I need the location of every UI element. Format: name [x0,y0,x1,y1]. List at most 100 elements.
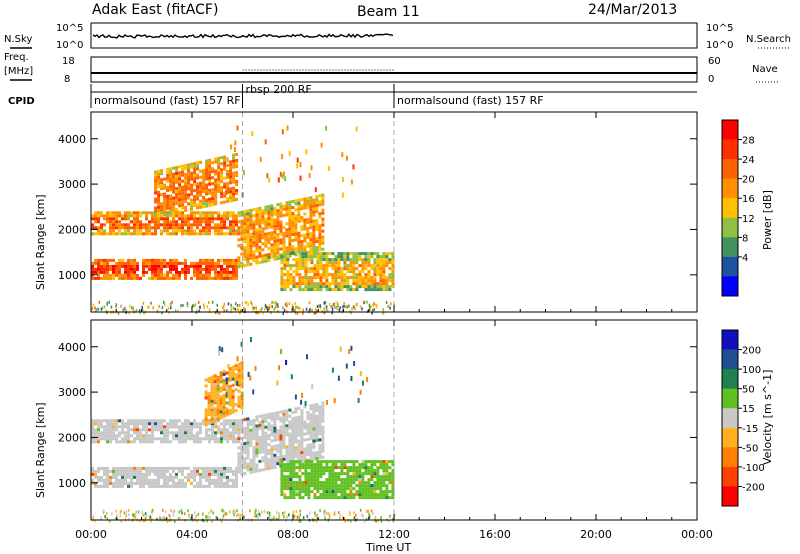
data-cell [294,253,298,257]
data-cell [294,440,298,444]
data-cell [202,475,205,479]
data-cell [325,487,329,491]
data-cell [309,220,313,224]
data-cell [252,232,256,236]
data-cell [391,493,395,497]
data-cell [225,401,229,405]
data-cell [364,472,368,476]
data-cell [223,270,226,274]
data-cell [240,454,244,458]
data-cell [235,258,238,262]
data-cell [364,255,368,259]
data-cell [252,235,256,239]
data-cell [133,229,136,233]
data-cell [229,437,232,441]
data-cell [255,436,259,440]
data-cell [249,434,253,438]
data-cell [193,165,197,169]
data-cell [258,218,262,222]
data-cell [279,232,283,236]
data-cell [325,490,329,494]
data-cell [388,252,392,256]
data-cell [306,452,310,456]
data-cell [322,282,326,286]
data-cell [364,484,368,488]
data-cell [388,288,392,292]
noise-cell [149,517,151,521]
data-cell [292,490,296,494]
data-cell [316,478,320,482]
data-cell [318,236,322,240]
data-cell [193,475,196,479]
data-cell [151,276,154,280]
data-cell [267,452,271,455]
data-cell [331,273,335,277]
data-cell [315,436,319,439]
data-cell [337,460,341,464]
cpid-segment-label: normalsound (fast) 157 RF [94,94,241,107]
data-cell [163,428,166,432]
data-cell [208,466,211,470]
data-cell [264,419,268,423]
data-cell [358,469,362,473]
scatter-cell [310,165,313,171]
data-cell [364,460,368,464]
data-cell [282,442,286,446]
data-cell [211,425,214,429]
data-cell [276,236,280,240]
data-cell [255,469,259,473]
data-cell [232,226,235,230]
data-cell [321,401,325,405]
data-cell [322,469,326,473]
data-cell [252,244,256,248]
noise-cell [295,510,298,514]
data-cell [136,431,139,435]
colorbar-swatch [722,486,738,507]
data-cell [106,437,109,441]
data-cell [261,420,265,424]
data-cell [282,234,286,238]
noise-cell [253,306,255,310]
data-cell [297,234,301,238]
data-cell [346,469,350,473]
data-cell [133,425,136,429]
data-cell [300,445,304,449]
data-cell [294,235,298,239]
data-cell [312,451,316,455]
data-cell [343,487,347,491]
data-cell [340,487,344,491]
data-cell [181,472,184,476]
data-cell [178,484,181,488]
data-cell [163,192,167,196]
data-cell [367,258,371,262]
noise-cell [354,307,356,311]
noise-cell [206,305,208,309]
data-cell [199,440,202,444]
noise-cell [276,303,279,307]
data-cell [322,490,326,494]
data-cell [352,493,356,497]
noise-cell [316,309,318,313]
data-cell [264,455,268,459]
data-cell [184,176,188,179]
data-cell [178,180,182,184]
noise-cell [267,306,269,310]
data-cell [202,175,206,179]
data-cell [157,196,161,200]
data-cell [157,472,160,476]
data-cell [133,211,136,215]
data-cell [163,223,166,227]
noise-cell [198,309,201,313]
data-cell [331,496,335,500]
data-cell [334,490,338,494]
data-cell [217,440,220,444]
data-cell [240,466,244,470]
data-cell [255,213,259,217]
noise-cell [186,304,189,308]
data-cell [349,261,353,265]
data-cell [163,201,167,205]
data-cell [148,437,151,441]
data-cell [343,484,347,488]
data-cell [367,478,371,482]
data-cell [318,417,322,421]
